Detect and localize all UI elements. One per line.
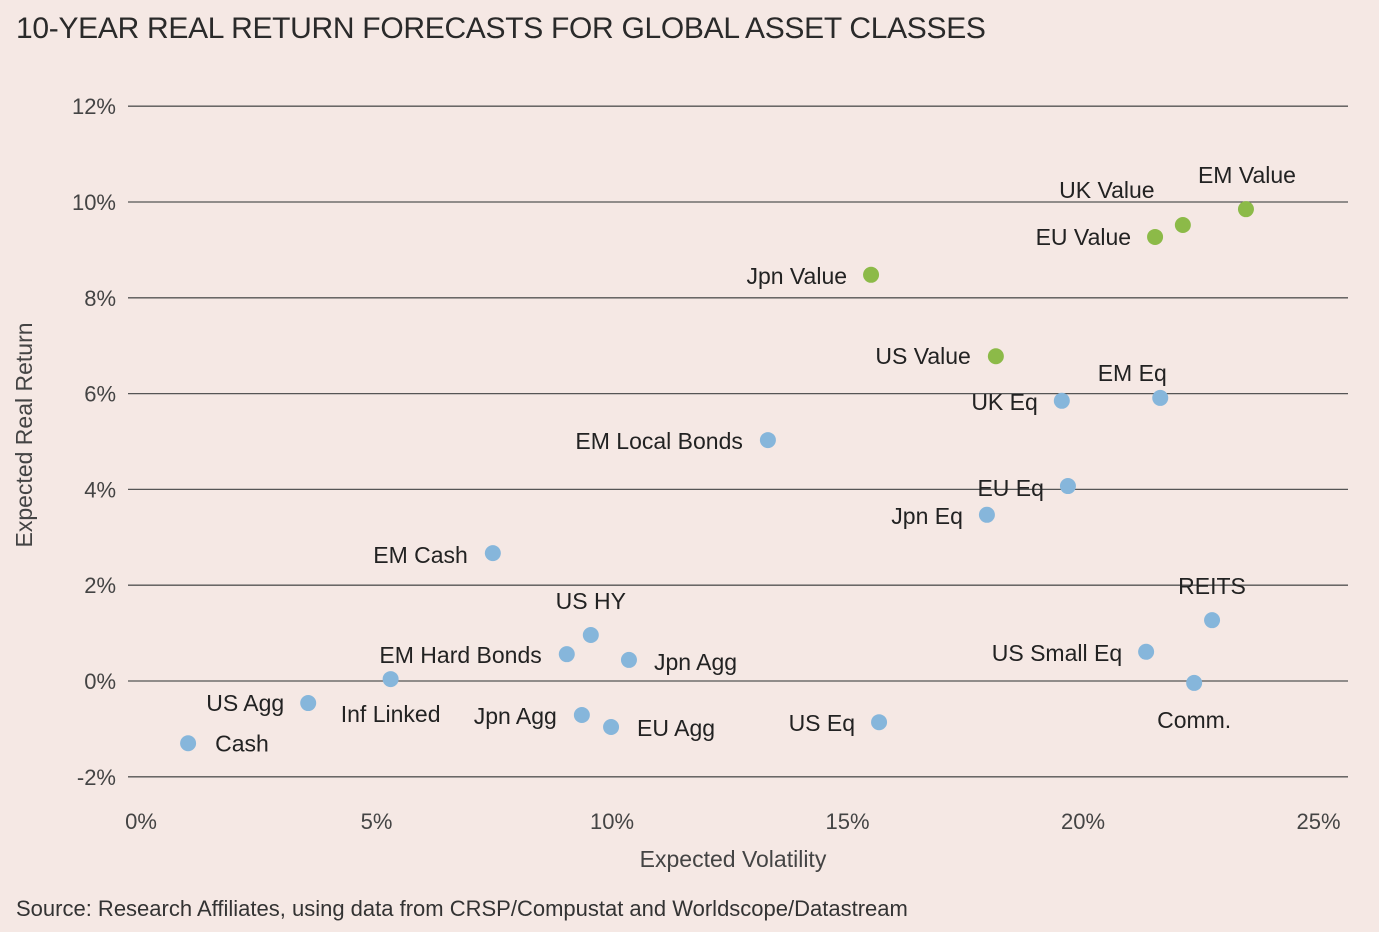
data-point [300, 695, 317, 712]
point-label: REITS [1178, 573, 1246, 599]
y-tick-label: 8% [84, 286, 116, 311]
source-note: Source: Research Affiliates, using data … [16, 896, 908, 921]
point-label: US Agg [206, 690, 284, 716]
data-point [1174, 216, 1191, 233]
x-tick-label: 10% [590, 809, 634, 834]
data-point [1059, 478, 1076, 495]
point-label: EM Hard Bonds [379, 642, 541, 668]
data-point [582, 627, 599, 644]
point-label: US Small Eq [992, 640, 1122, 666]
x-tick-label: 20% [1061, 809, 1105, 834]
point-label: Jpn Agg [474, 703, 557, 729]
point-label: Comm. [1157, 707, 1231, 733]
point-label: US Value [875, 343, 970, 369]
x-tick-label: 5% [361, 809, 393, 834]
data-point [382, 671, 399, 688]
x-tick-label: 0% [125, 809, 157, 834]
data-point [759, 432, 776, 449]
point-label: US HY [556, 588, 626, 614]
data-point [1204, 612, 1221, 629]
point-label: EU Value [1036, 224, 1131, 250]
data-point [1237, 201, 1254, 218]
data-point [978, 506, 995, 523]
point-label: Inf Linked [341, 701, 441, 727]
y-tick-label: 12% [72, 94, 116, 119]
point-label: Jpn Value [746, 263, 847, 289]
point-label: Cash [215, 730, 269, 756]
data-point [180, 735, 197, 752]
data-point [1053, 392, 1070, 409]
data-point [620, 651, 637, 668]
y-tick-label: 10% [72, 190, 116, 215]
data-point [603, 718, 620, 735]
y-axis-label: Expected Real Return [11, 322, 37, 547]
chart-title: 10-YEAR REAL RETURN FORECASTS FOR GLOBAL… [16, 12, 986, 45]
point-label: EU Agg [637, 715, 715, 741]
y-tick-label: 0% [84, 669, 116, 694]
data-point [1186, 674, 1203, 691]
x-axis-label: Expected Volatility [640, 846, 827, 872]
data-point [484, 545, 501, 562]
point-label: EM Cash [373, 542, 468, 568]
data-point [1138, 643, 1155, 660]
data-point [1147, 228, 1164, 245]
y-tick-label: -2% [77, 765, 116, 790]
y-tick-label: 6% [84, 382, 116, 407]
data-point [558, 646, 575, 663]
point-label: UK Eq [971, 389, 1037, 415]
point-label: EU Eq [977, 475, 1043, 501]
point-label: Jpn Agg [654, 649, 737, 675]
point-label: EM Eq [1098, 360, 1167, 386]
data-point [863, 266, 880, 283]
x-tick-label: 25% [1296, 809, 1340, 834]
data-point [1152, 389, 1169, 406]
point-label: EM Local Bonds [575, 428, 742, 454]
y-tick-label: 2% [84, 573, 116, 598]
point-label: EM Value [1198, 162, 1296, 188]
data-point [987, 348, 1004, 365]
y-tick-label: 4% [84, 477, 116, 502]
point-label: US Eq [789, 710, 855, 736]
x-tick-label: 15% [825, 809, 869, 834]
data-point [871, 714, 888, 731]
point-label: UK Value [1059, 177, 1154, 203]
point-label: Jpn Eq [891, 503, 963, 529]
data-point [573, 707, 590, 724]
